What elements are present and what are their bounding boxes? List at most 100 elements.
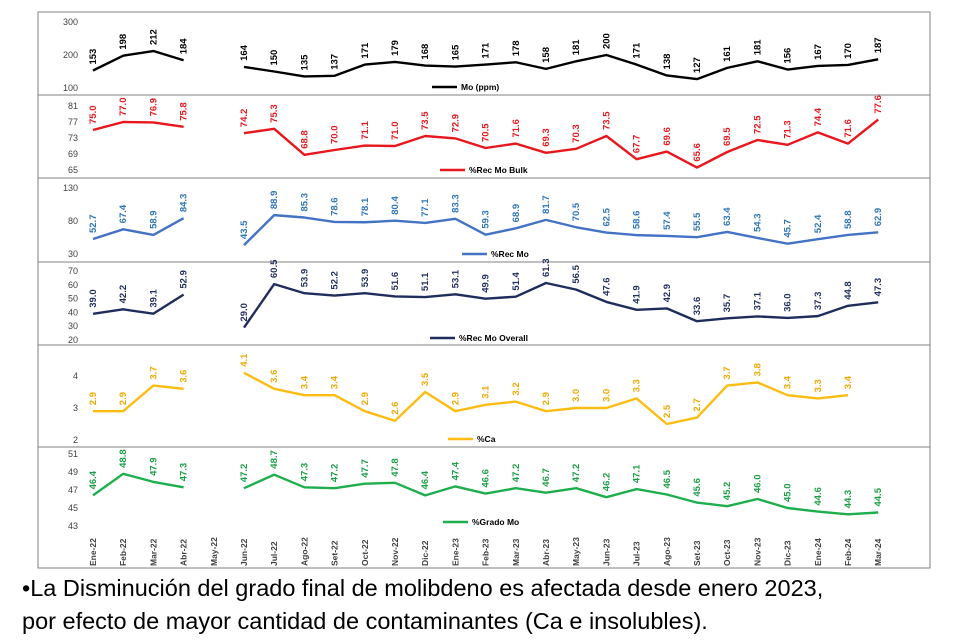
data-label: 171 (481, 42, 492, 59)
data-label: 56.5 (571, 264, 582, 283)
x-tick-label: Feb-22 (118, 538, 128, 566)
y-tick-label: 80 (68, 216, 78, 226)
data-label: 187 (873, 37, 884, 53)
y-tick-label: 3 (73, 403, 78, 413)
data-label: 47.4 (450, 461, 461, 480)
data-label: 3.6 (269, 370, 280, 383)
data-label: 44.5 (873, 487, 884, 506)
data-label: 153 (88, 49, 99, 65)
y-tick-label: 2 (73, 435, 78, 445)
data-label: 2.9 (88, 392, 99, 405)
y-tick-label: 20 (68, 335, 78, 345)
data-label: 74.4 (813, 107, 824, 126)
data-label: 70.0 (330, 126, 341, 145)
data-label: 165 (450, 44, 461, 61)
data-label: 85.3 (299, 193, 310, 212)
data-label: 47.2 (330, 464, 341, 483)
x-tick-label: Mar-23 (511, 538, 521, 566)
data-label: 75.0 (88, 106, 99, 125)
data-label: 69.6 (662, 127, 673, 146)
data-label: 2.5 (662, 404, 673, 418)
data-label: 158 (541, 47, 552, 63)
legend-label-grado-mo: %Grado Mo (472, 517, 519, 527)
y-tick-label: 73 (68, 133, 78, 143)
series-line-ca (243, 371, 849, 426)
data-label: 2.6 (390, 402, 401, 415)
data-label: 62.9 (873, 208, 884, 227)
series-line-rec-mo-bulk (92, 120, 184, 132)
data-label: 46.0 (752, 475, 763, 494)
data-label: 3.6 (179, 370, 190, 383)
x-tick-label: Set-22 (330, 540, 340, 566)
data-label: 3.4 (330, 375, 341, 389)
data-label: 67.4 (118, 204, 129, 223)
data-label: 2.7 (692, 398, 703, 411)
data-label: 60.5 (269, 259, 280, 278)
caption-line-2: por efecto de mayor cantidad de contamin… (22, 608, 708, 634)
data-label: 42.9 (662, 284, 673, 303)
data-label: 46.2 (601, 473, 612, 492)
data-label: 52.4 (813, 214, 824, 233)
data-label: 78.1 (360, 197, 371, 216)
data-label: 37.1 (752, 291, 763, 310)
y-tick-label: 65 (68, 165, 78, 175)
data-label: 55.5 (692, 212, 703, 231)
data-label: 137 (330, 54, 341, 70)
data-label: 52.9 (179, 270, 190, 289)
x-tick-label: Feb-23 (481, 538, 491, 566)
data-label: 29.0 (239, 303, 250, 322)
data-label: 58.9 (148, 210, 159, 229)
data-label: 68.8 (299, 130, 310, 149)
series-line-grado-mo (92, 472, 184, 497)
data-label: 78.6 (330, 197, 341, 216)
data-label: 43.5 (239, 220, 250, 239)
data-label: 135 (299, 54, 310, 71)
x-tick-label: Ene-22 (88, 538, 98, 566)
legend-label-mo-ppm: Mo (ppm) (461, 82, 499, 92)
data-label: 2.9 (450, 392, 461, 405)
data-label: 74.2 (239, 109, 250, 128)
x-tick-label: Nov-23 (752, 537, 762, 566)
data-label: 52.2 (330, 271, 341, 290)
y-tick-label: 4 (73, 371, 78, 381)
data-label: 58.8 (843, 210, 854, 229)
series-line-rec-mo-overall (243, 281, 879, 329)
y-tick-label: 81 (68, 101, 78, 111)
data-label: 184 (179, 38, 190, 55)
data-label: 62.5 (601, 207, 612, 226)
data-label: 51.1 (420, 272, 431, 291)
data-label: 47.8 (390, 458, 401, 477)
data-label: 61.3 (541, 259, 552, 278)
caption: •La Disminución del grado final de molib… (22, 572, 942, 638)
data-label: 71.1 (360, 120, 371, 139)
data-label: 51.6 (390, 272, 401, 291)
data-label: 3.3 (813, 379, 824, 392)
data-label: 178 (511, 40, 522, 56)
data-label: 3.7 (148, 366, 159, 379)
x-tick-label: Ene-23 (450, 538, 460, 566)
y-tick-label: 70 (68, 266, 78, 276)
data-label: 65.6 (692, 143, 703, 162)
data-label: 44.8 (843, 281, 854, 300)
data-label: 53.1 (450, 269, 461, 288)
legend-label-rec-mo-overall: %Rec Mo Overall (459, 333, 528, 343)
data-label: 77.1 (420, 198, 431, 217)
data-label: 39.0 (88, 289, 99, 308)
data-label: 35.7 (722, 294, 733, 313)
x-tick-label: Set-23 (692, 540, 702, 566)
x-tick-label: Oct-23 (722, 539, 732, 566)
data-label: 72.5 (752, 115, 763, 134)
data-label: 3.3 (632, 379, 643, 392)
data-label: 75.3 (269, 104, 280, 123)
data-label: 179 (390, 40, 401, 56)
data-label: 168 (420, 44, 431, 60)
data-label: 47.2 (571, 464, 582, 483)
data-label: 47.3 (873, 278, 884, 297)
y-tick-label: 40 (68, 307, 78, 317)
data-label: 164 (239, 44, 250, 61)
data-label: 67.7 (632, 135, 643, 154)
data-label: 37.3 (813, 292, 824, 311)
data-label: 45.7 (783, 219, 794, 238)
data-label: 181 (752, 39, 763, 56)
data-label: 77.0 (118, 98, 129, 117)
